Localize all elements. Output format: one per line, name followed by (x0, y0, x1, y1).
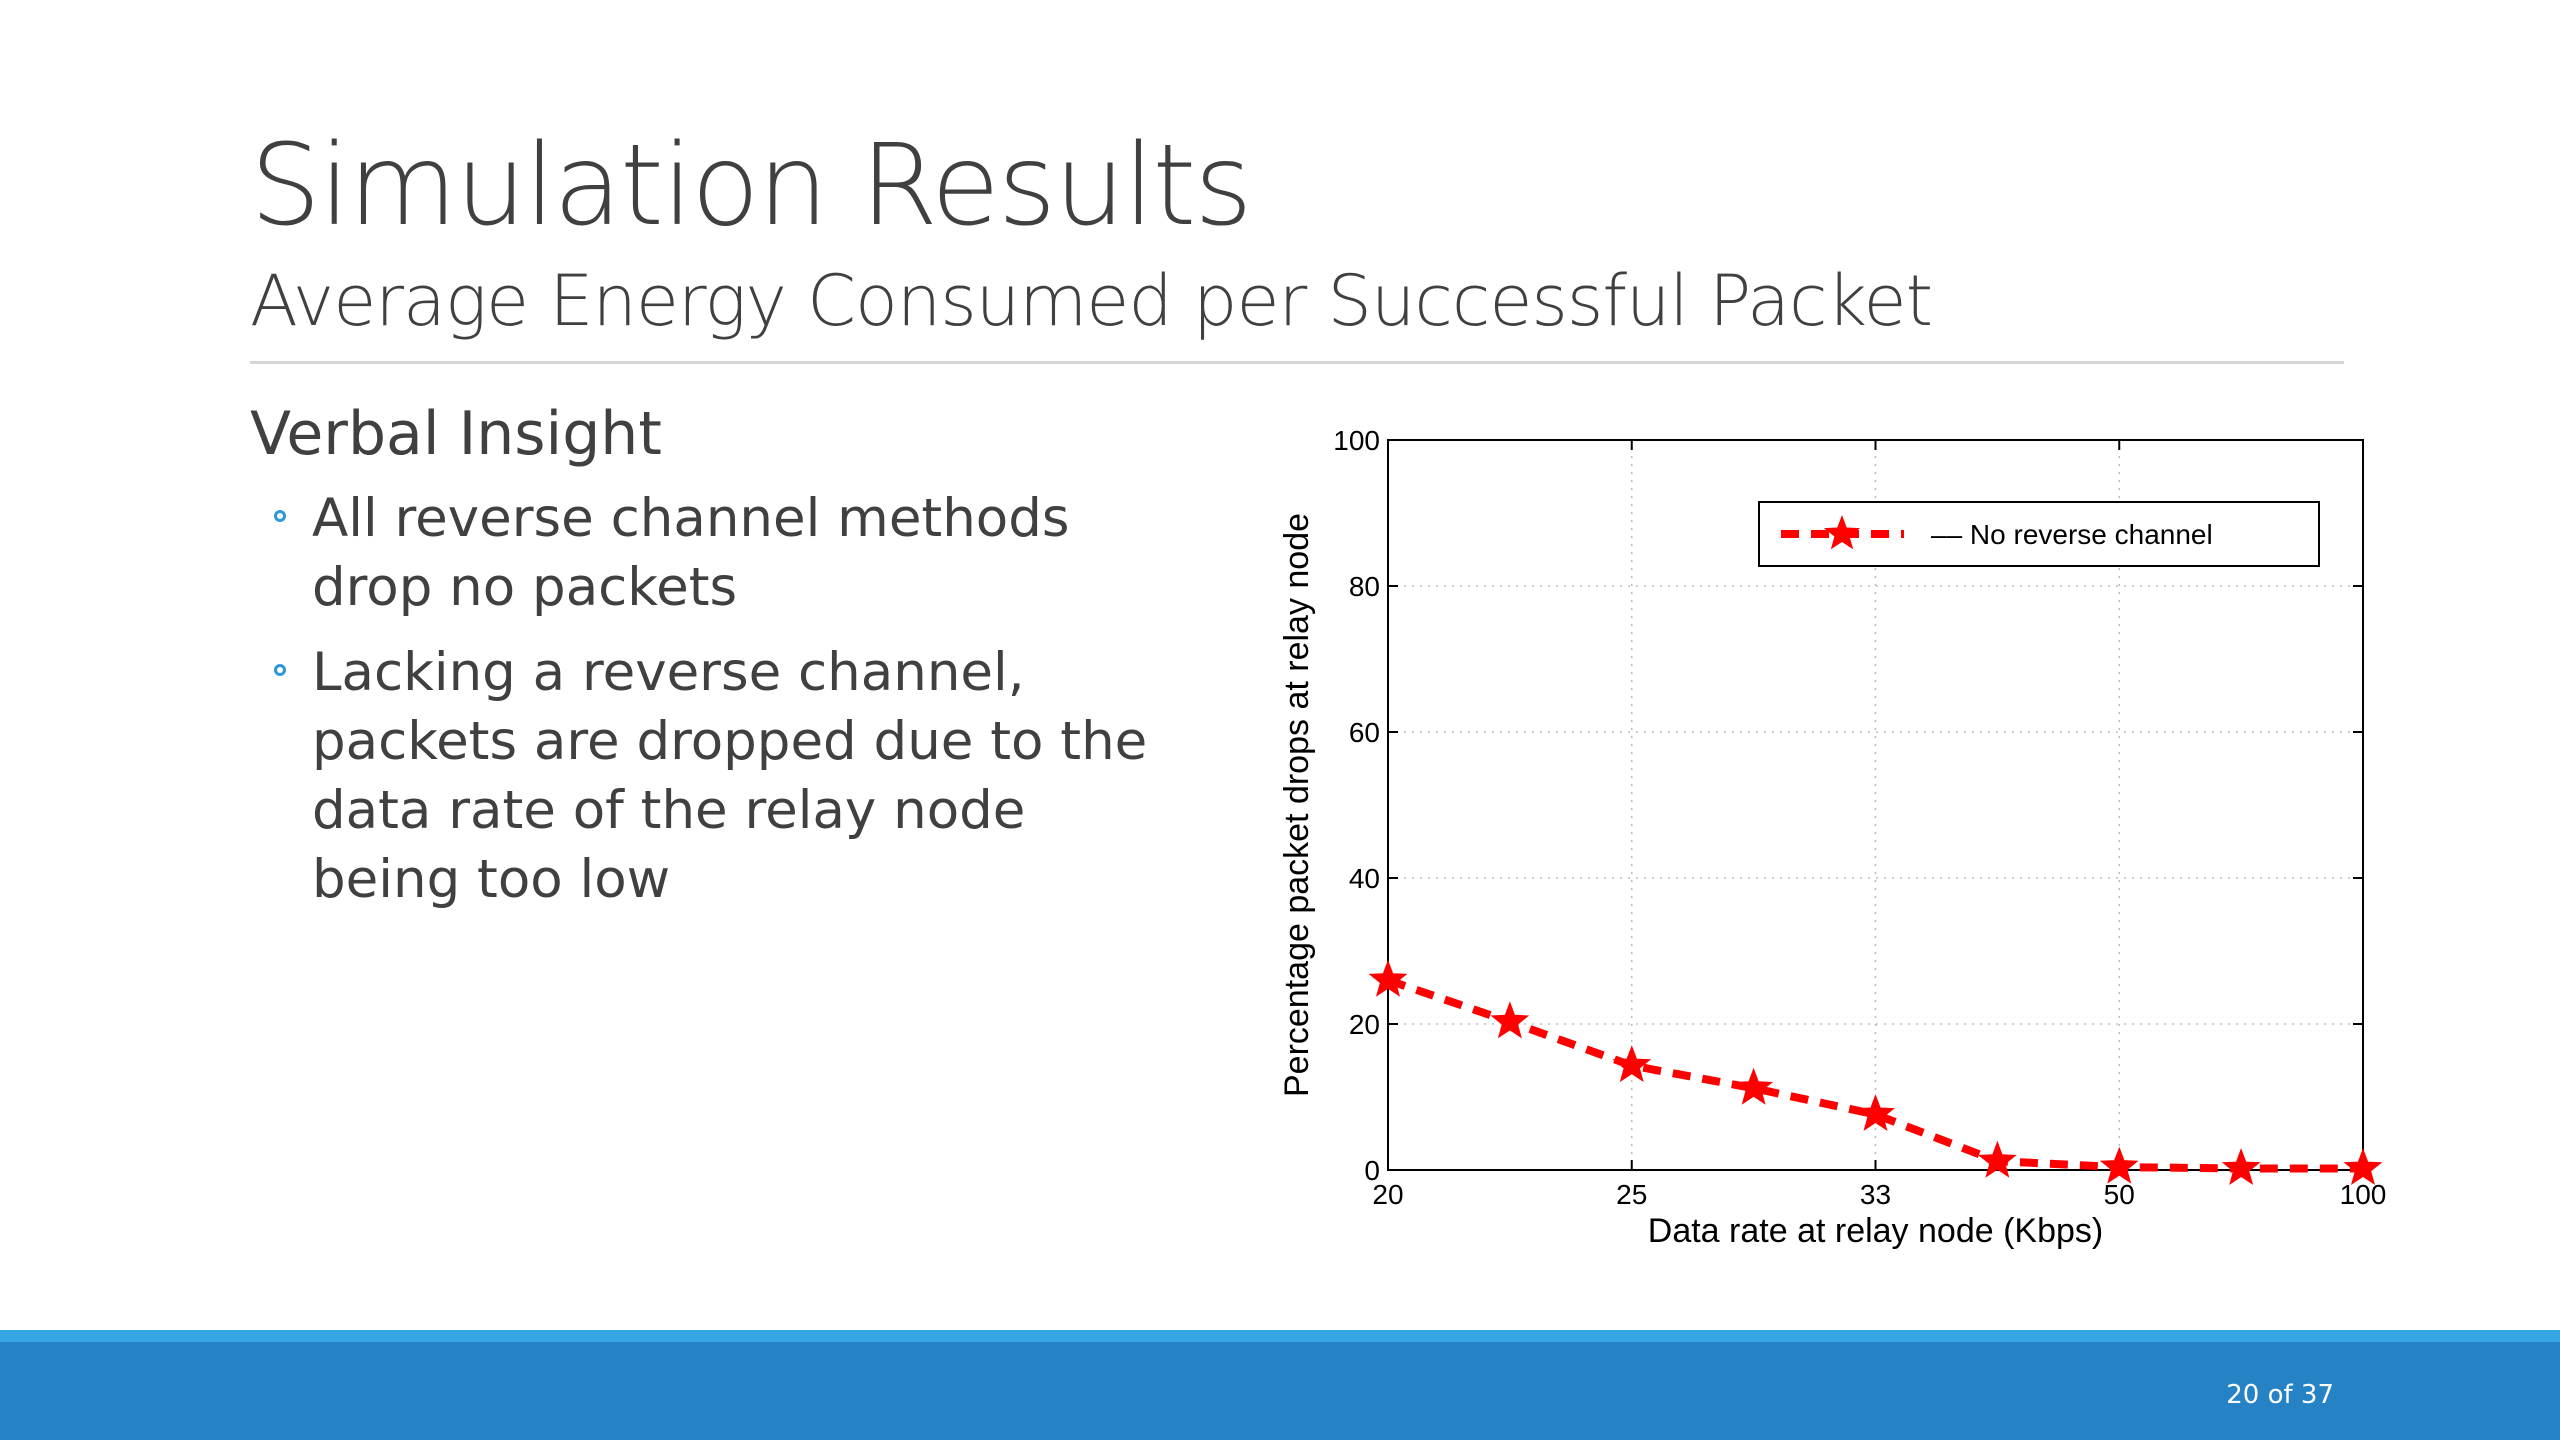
data-point-star (2221, 1148, 2261, 1186)
data-point-star (1368, 959, 1408, 997)
y-tick-label: 100 (1333, 425, 1380, 456)
y-tick-label: 60 (1349, 717, 1380, 748)
data-point-star (1490, 1001, 1530, 1039)
data-point-star (1977, 1140, 2017, 1178)
section-heading: Verbal Insight (250, 399, 662, 469)
y-tick-label: 0 (1364, 1155, 1380, 1186)
bullet-list: All reverse channel methods drop no pack… (270, 484, 1170, 930)
bullet-circle-icon (274, 664, 286, 676)
data-point-star (1612, 1045, 1652, 1083)
x-tick-label: 33 (1860, 1179, 1891, 1210)
y-tick-label: 20 (1349, 1009, 1380, 1040)
y-tick-label: 80 (1349, 571, 1380, 602)
series-layer (1368, 959, 2383, 1186)
slide-title: Simulation Results (250, 121, 1253, 251)
bullet-text: Lacking a reverse channel, packets are d… (312, 642, 1148, 910)
legend-label: –– No reverse channel (1931, 519, 2213, 550)
bullet-item: All reverse channel methods drop no pack… (270, 484, 1170, 622)
bullet-item: Lacking a reverse channel, packets are d… (270, 638, 1170, 914)
title-divider (250, 361, 2344, 364)
data-point-star (2099, 1146, 2139, 1184)
data-point-star (1856, 1094, 1895, 1132)
footer-bar (0, 1342, 2560, 1440)
x-axis-label: Data rate at relay node (Kbps) (1648, 1212, 2103, 1250)
y-tick-label: 40 (1349, 863, 1380, 894)
data-point-star (1734, 1067, 1774, 1105)
legend-star-icon (1823, 515, 1861, 550)
data-point-star (2343, 1148, 2383, 1186)
x-tick-label: 50 (2104, 1179, 2135, 1210)
slide-subtitle: Average Energy Consumed per Successful P… (250, 260, 1933, 342)
series-line (1386, 976, 2363, 1173)
bullet-circle-icon (274, 510, 286, 522)
page-number: 20 of 37 (2226, 1380, 2334, 1410)
y-axis-label: Percentage packet drops at relay node (1278, 513, 1316, 1097)
x-tick-label: 20 (1372, 1179, 1403, 1210)
x-tick-label: 100 (2340, 1179, 2387, 1210)
legend: –– No reverse channel (1758, 501, 2320, 567)
footer-stripe (0, 1330, 2560, 1342)
x-tick-label: 25 (1616, 1179, 1647, 1210)
bullet-text: All reverse channel methods drop no pack… (312, 488, 1070, 618)
